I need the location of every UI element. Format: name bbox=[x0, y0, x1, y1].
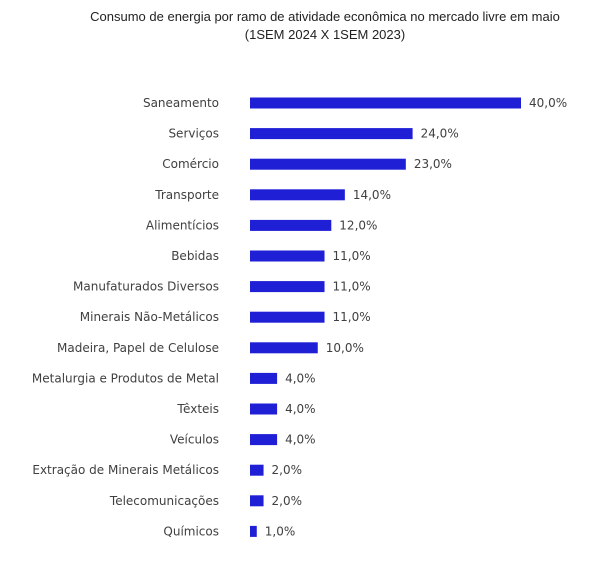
bar bbox=[250, 97, 521, 109]
bar bbox=[250, 434, 278, 446]
bar bbox=[250, 342, 318, 354]
data-label: 11,0% bbox=[333, 310, 371, 324]
category-label: Telecomunicações bbox=[109, 494, 219, 508]
data-label: 40,0% bbox=[529, 96, 567, 110]
data-label: 4,0% bbox=[285, 402, 316, 416]
category-label: Comércio bbox=[162, 157, 219, 171]
bar bbox=[250, 311, 325, 323]
data-label: 12,0% bbox=[339, 218, 377, 232]
chart-subtitle: (1SEM 2024 X 1SEM 2023) bbox=[244, 27, 406, 42]
bar bbox=[250, 525, 257, 537]
bar bbox=[250, 464, 264, 476]
category-label: Químicos bbox=[163, 524, 219, 538]
data-label: 4,0% bbox=[285, 371, 316, 385]
category-label: Têxteis bbox=[176, 402, 219, 416]
category-label: Serviços bbox=[168, 127, 219, 141]
data-label: 1,0% bbox=[265, 524, 296, 538]
category-label: Alimentícios bbox=[146, 218, 219, 232]
category-label: Transporte bbox=[154, 188, 219, 202]
bar bbox=[250, 495, 264, 507]
category-label: Bebidas bbox=[171, 249, 219, 263]
category-label: Extração de Minerais Metálicos bbox=[32, 463, 219, 477]
data-label: 11,0% bbox=[333, 249, 371, 263]
data-label: 10,0% bbox=[326, 341, 364, 355]
data-label: 2,0% bbox=[272, 463, 303, 477]
bar bbox=[250, 250, 325, 262]
category-label: Metalurgia e Produtos de Metal bbox=[32, 371, 219, 385]
category-label: Saneamento bbox=[143, 96, 219, 110]
bar bbox=[250, 372, 278, 384]
data-label: 14,0% bbox=[353, 188, 391, 202]
chart-title: Consumo de energia por ramo de atividade… bbox=[90, 9, 560, 24]
category-label: Madeira, Papel de Celulose bbox=[57, 341, 219, 355]
bar bbox=[250, 219, 332, 231]
data-label: 24,0% bbox=[421, 127, 459, 141]
category-label: Minerais Não-Metálicos bbox=[80, 310, 219, 324]
bar bbox=[250, 128, 413, 140]
data-label: 11,0% bbox=[333, 280, 371, 294]
bar bbox=[250, 281, 325, 293]
bar bbox=[250, 189, 345, 201]
bar bbox=[250, 403, 278, 415]
data-label: 2,0% bbox=[272, 494, 303, 508]
category-label: Manufaturados Diversos bbox=[73, 280, 219, 294]
data-label: 4,0% bbox=[285, 433, 316, 447]
data-label: 23,0% bbox=[414, 157, 452, 171]
bar bbox=[250, 158, 406, 170]
category-label: Veículos bbox=[170, 433, 219, 447]
